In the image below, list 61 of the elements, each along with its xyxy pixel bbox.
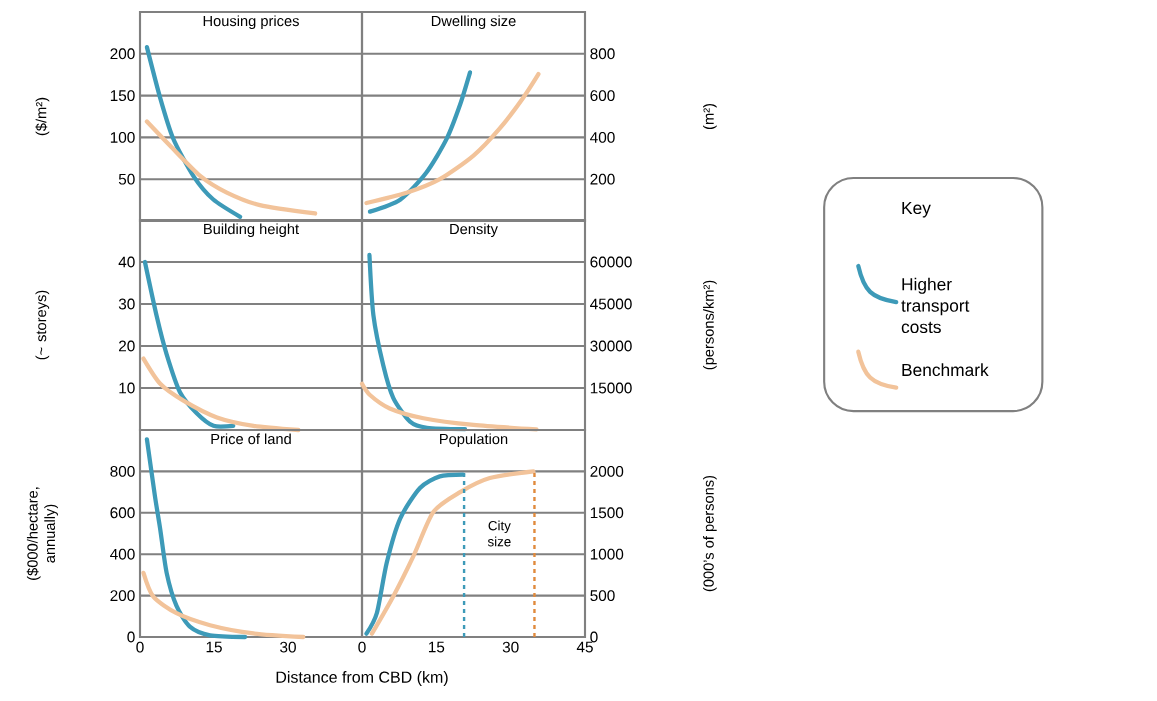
chart-title: Housing prices — [203, 15, 299, 30]
y-axis-title: ($/m²) — [35, 97, 50, 136]
y-axis-title: (persons/km²) — [703, 280, 717, 370]
y-axis-title: (~ storeys) — [35, 290, 50, 360]
y-tick-label: 30000 — [590, 340, 632, 352]
x-tick-label: 15 — [428, 641, 445, 653]
line-series — [141, 570, 306, 640]
y-axis-title: (000’s of persons) — [703, 475, 717, 592]
line-series — [142, 259, 236, 429]
annotation: City size — [487, 520, 511, 547]
line-series — [144, 119, 318, 216]
line-series — [367, 252, 468, 432]
line-series — [144, 44, 243, 219]
y-tick-label: 20 — [119, 340, 135, 352]
y-tick-label: 0 — [590, 631, 598, 643]
y-tick-label: 400 — [590, 131, 615, 143]
y-tick-label: 200 — [110, 590, 135, 602]
y-axis-title: ($000/hectare, annually) — [26, 487, 58, 580]
y-tick-label: 1000 — [590, 548, 624, 560]
y-tick-label: 150 — [110, 90, 135, 102]
line-series — [359, 381, 539, 432]
y-tick-label: 100 — [110, 131, 135, 143]
chart-title: Price of land — [211, 433, 291, 445]
y-tick-label: 40 — [118, 256, 135, 268]
y-tick-label: 60000 — [590, 256, 632, 268]
y-tick-label: 45000 — [590, 298, 632, 310]
y-tick-label: 15000 — [590, 382, 632, 394]
x-tick-label: 30 — [280, 641, 296, 653]
x-tick-label: 45 — [576, 641, 593, 653]
legend-label: Benchmark — [902, 363, 989, 377]
chart-title: Density — [450, 223, 498, 238]
line-series — [369, 469, 536, 636]
chart-title: Population — [440, 433, 508, 448]
x-axis-title: Distance from CBD (km) — [276, 671, 448, 686]
y-tick-label: 800 — [590, 48, 615, 60]
y-tick-label: 10 — [119, 382, 135, 394]
chart-title: Building height — [204, 223, 299, 238]
y-tick-label: 400 — [110, 548, 135, 560]
legend-title: Key — [902, 201, 931, 218]
y-tick-label: 2000 — [590, 465, 624, 477]
y-tick-label: 200 — [110, 48, 135, 60]
y-tick-label: 600 — [110, 507, 135, 519]
legend-label: Higher transport costs — [901, 277, 970, 334]
y-tick-label: 1500 — [590, 507, 624, 519]
x-tick-label: 30 — [502, 641, 519, 653]
x-tick-label: 0 — [358, 641, 366, 653]
y-tick-label: 200 — [590, 173, 615, 185]
y-tick-label: 50 — [118, 173, 135, 185]
line-series — [364, 71, 541, 206]
chart-title: Dwelling size — [431, 15, 516, 30]
y-tick-label: 30 — [118, 298, 135, 310]
x-tick-label: 0 — [136, 641, 144, 653]
y-tick-label: 800 — [110, 465, 135, 477]
line-series — [141, 356, 301, 433]
line-series — [367, 70, 473, 214]
line-series — [364, 472, 466, 636]
x-tick-label: 15 — [206, 641, 222, 653]
y-tick-label: 0 — [127, 631, 135, 643]
y-tick-label: 500 — [590, 590, 615, 602]
y-axis-title: (m²) — [703, 103, 717, 130]
y-tick-label: 600 — [590, 90, 615, 102]
